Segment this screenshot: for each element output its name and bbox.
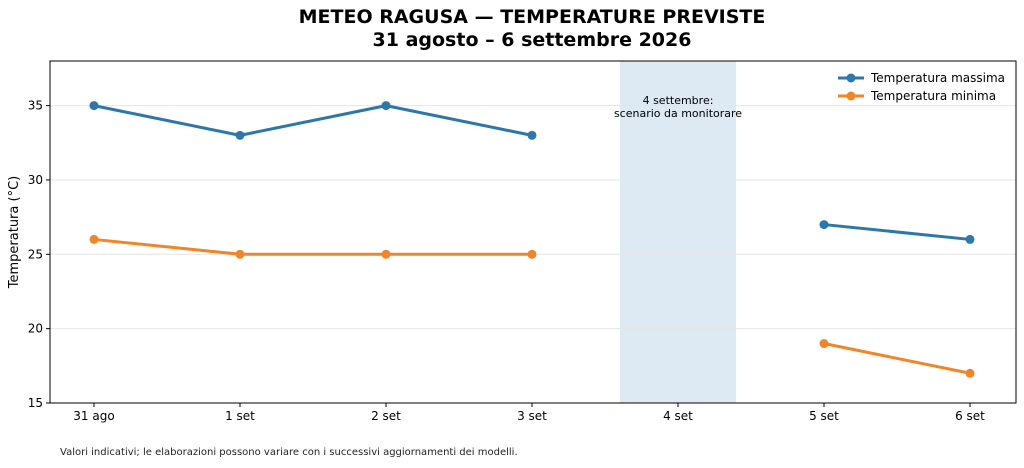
x-tick-label: 2 set xyxy=(371,409,401,423)
y-tick-label: 20 xyxy=(28,322,43,336)
y-tick-label: 30 xyxy=(28,173,43,187)
y-axis-label: Temperatura (°C) xyxy=(7,176,22,289)
data-point xyxy=(235,249,245,259)
series-line xyxy=(822,223,972,241)
x-tick-label: 6 set xyxy=(955,409,985,423)
data-point xyxy=(89,234,99,244)
data-point xyxy=(381,101,391,111)
series-line xyxy=(92,237,534,256)
plot-frame xyxy=(49,60,1017,404)
legend: Temperatura massima Temperatura minima xyxy=(838,71,1005,103)
highlight-label-line2: scenario da monitorare xyxy=(614,107,742,120)
highlight-layer xyxy=(620,61,736,403)
highlight-band xyxy=(620,61,736,403)
data-point xyxy=(965,368,975,378)
legend-swatch-marker xyxy=(846,91,856,101)
chart-title-block: METEO RAGUSA — TEMPERATURE PREVISTE 31 a… xyxy=(0,6,1024,52)
data-point xyxy=(527,249,537,259)
x-tick-label: 4 set xyxy=(663,409,693,423)
data-point xyxy=(527,130,537,140)
x-tick-label: 31 ago xyxy=(73,409,114,423)
series-layer xyxy=(89,101,975,378)
chart-subtitle: 31 agosto – 6 settembre 2026 xyxy=(372,29,692,51)
y-tick-label: 25 xyxy=(28,247,43,261)
legend-label: Temperatura massima xyxy=(870,71,1005,85)
series-line xyxy=(822,342,972,375)
data-point xyxy=(819,220,829,230)
data-point xyxy=(381,249,391,259)
highlight-label-line1: 4 settembre: xyxy=(643,94,714,107)
legend-swatch-marker xyxy=(846,73,856,83)
x-tick-label: 1 set xyxy=(225,409,255,423)
data-point xyxy=(235,130,245,140)
series-line xyxy=(92,104,534,137)
legend-label: Temperatura minima xyxy=(870,89,996,103)
footnote: Valori indicativi; le elaborazioni posso… xyxy=(60,447,518,458)
data-point xyxy=(819,339,829,349)
x-tick-label: 3 set xyxy=(517,409,547,423)
y-tick-label: 15 xyxy=(28,396,43,410)
axis-layer: 15 20 25 30 35 31 ago 1 set 2 set 3 set 4 set 5 se… xyxy=(28,60,1017,423)
chart-title: METEO RAGUSA — TEMPERATURE PREVISTE xyxy=(298,6,766,28)
data-point xyxy=(89,101,99,111)
data-point xyxy=(965,234,975,244)
y-tick-label: 35 xyxy=(28,99,43,113)
x-tick-label: 5 set xyxy=(809,409,839,423)
